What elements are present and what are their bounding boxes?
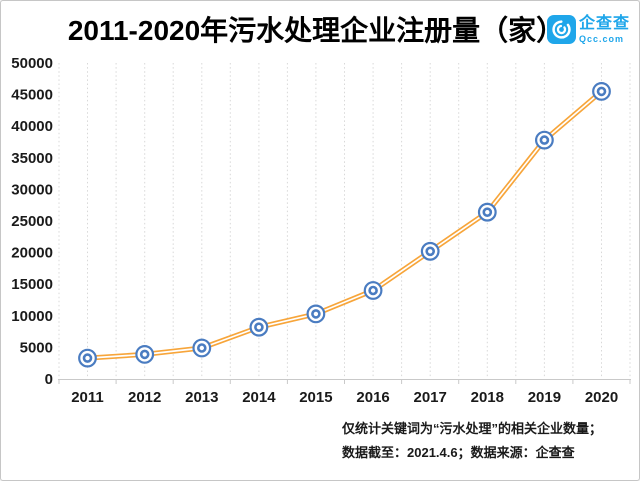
svg-text:40000: 40000: [11, 118, 53, 135]
marker-inner-ring: [482, 207, 493, 217]
qcc-logo: 企查查 Qcc.com: [547, 15, 630, 44]
svg-text:50000: 50000: [11, 55, 53, 72]
svg-text:2011: 2011: [71, 389, 104, 406]
series-line: [85, 88, 604, 361]
marker-inner-ring: [139, 349, 150, 360]
logo-name: 企查查: [579, 14, 631, 32]
svg-text:35000: 35000: [11, 150, 53, 167]
x-axis: [58, 379, 631, 384]
svg-text:2014: 2014: [242, 389, 276, 406]
qcc-at-glyph: [552, 20, 571, 39]
y-axis-labels: 0 5000 10000 15000 20000 25000 30000 35000 40000…: [11, 55, 53, 388]
data-point-markers: [78, 81, 611, 368]
svg-text:2012: 2012: [128, 389, 161, 406]
svg-text:2013: 2013: [185, 389, 218, 406]
marker-inner-ring: [254, 322, 264, 333]
svg-text:2018: 2018: [471, 389, 504, 406]
marker-inner-ring: [425, 246, 436, 257]
marker-inner-ring: [539, 135, 550, 145]
footnote-line1: 仅统计关键词为“污水处理”的相关企业数量；: [342, 421, 603, 436]
svg-text:2016: 2016: [356, 389, 389, 406]
svg-text:45000: 45000: [11, 87, 53, 104]
header: 2011-2020年污水处理企业注册量（家） 企查查 Qcc.com: [1, 9, 639, 51]
logo-domain: Qcc.com: [579, 33, 625, 44]
chart-title: 2011-2020年污水处理企业注册量（家）: [67, 15, 565, 46]
svg-text:10000: 10000: [11, 308, 53, 325]
footnote: 仅统计关键词为“污水处理”的相关企业数量； 数据截至：2021.4.6；数据来源…: [342, 417, 602, 465]
footnote-line2: 数据截至：2021.4.6；数据来源：企查查: [342, 445, 575, 460]
x-axis-labels: 2011 2012 2013 2014 2015 2016 2017 2018 2019 2020: [71, 389, 618, 406]
svg-text:20000: 20000: [11, 245, 53, 262]
svg-text:2015: 2015: [299, 389, 332, 406]
svg-text:30000: 30000: [11, 181, 53, 198]
qcc-logo-icon: [547, 15, 576, 44]
marker-inner-ring: [596, 86, 607, 97]
svg-text:15000: 15000: [11, 276, 53, 293]
gridlines: [58, 63, 631, 378]
marker-inner-ring: [197, 343, 207, 353]
marker-inner-ring: [368, 285, 378, 296]
marker-inner-ring: [311, 309, 321, 319]
marker-inner-ring: [82, 353, 93, 363]
svg-text:5000: 5000: [20, 339, 53, 356]
svg-text:2020: 2020: [585, 389, 618, 406]
svg-text:25000: 25000: [11, 213, 53, 230]
qcc-logo-text: 企查查 Qcc.com: [579, 14, 631, 44]
svg-text:0: 0: [45, 371, 53, 388]
svg-text:2017: 2017: [414, 389, 447, 406]
svg-text:2019: 2019: [528, 389, 561, 406]
